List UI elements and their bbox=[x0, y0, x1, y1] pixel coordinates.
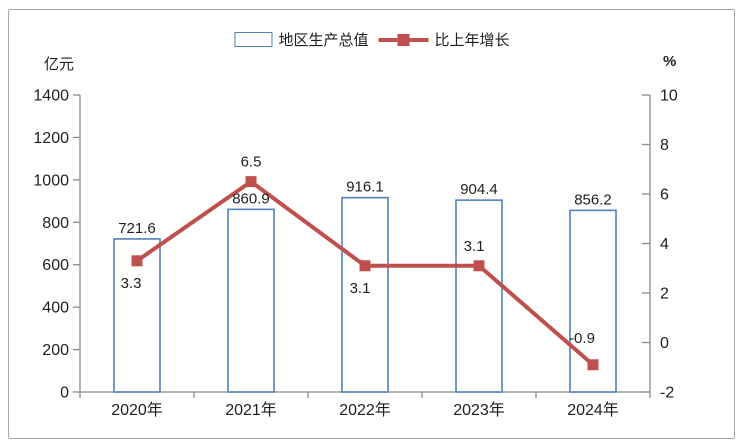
legend-item-bar-series: 地区生产总值 bbox=[234, 29, 369, 50]
bar-value-label: 904.4 bbox=[460, 181, 498, 198]
bar-value-label: 860.9 bbox=[232, 190, 270, 207]
bar-value-label: 856.2 bbox=[574, 191, 612, 208]
bar-value-label: 916.1 bbox=[346, 179, 384, 196]
left-axis-tick-label: 600 bbox=[42, 257, 69, 274]
bar-2023年 bbox=[455, 199, 503, 393]
line-marker-2020年 bbox=[131, 255, 143, 267]
line-value-label: 3.1 bbox=[350, 280, 371, 297]
line-value-label: 6.5 bbox=[241, 154, 262, 171]
x-category-label: 2020年 bbox=[111, 401, 163, 419]
line-marker-2024年 bbox=[587, 359, 599, 371]
legend-line-label: 比上年增长 bbox=[434, 32, 510, 49]
legend-item-line-series: 比上年增长 bbox=[378, 29, 510, 50]
right-axis-tick-label: 8 bbox=[660, 137, 669, 154]
line-marker-2022年 bbox=[359, 260, 371, 272]
left-axis-tick-label: 1400 bbox=[33, 88, 69, 105]
line-value-label: 3.3 bbox=[121, 275, 142, 292]
legend-bar-label: 地区生产总值 bbox=[278, 32, 369, 49]
line-marker-2021年 bbox=[245, 176, 257, 188]
left-axis-tick-label: 1000 bbox=[33, 172, 69, 189]
right-axis-tick-label: 2 bbox=[660, 286, 669, 303]
line-value-label: 3.1 bbox=[464, 238, 485, 255]
bar-2022年 bbox=[341, 196, 389, 393]
right-axis-tick-label: 10 bbox=[660, 88, 678, 105]
x-category-label: 2023年 bbox=[453, 401, 505, 419]
left-axis-tick-label: 800 bbox=[42, 215, 69, 232]
bar-value-label: 721.6 bbox=[118, 220, 156, 237]
right-axis-tick-label: 6 bbox=[660, 187, 669, 204]
right-axis-tick-label: 4 bbox=[660, 236, 669, 253]
line-series-swatch-icon bbox=[378, 33, 429, 46]
line-value-label: -0.9 bbox=[569, 330, 595, 347]
bar-series-swatch-icon bbox=[234, 32, 273, 47]
line-marker-2023年 bbox=[473, 260, 485, 272]
left-axis-tick-label: 0 bbox=[60, 385, 69, 402]
left-axis-tick-label: 200 bbox=[42, 342, 69, 359]
x-category-label: 2021年 bbox=[225, 401, 277, 419]
x-category-label: 2024年 bbox=[567, 401, 619, 419]
left-axis-tick-label: 400 bbox=[42, 300, 69, 317]
chart-legend: 地区生产总值 比上年增长 bbox=[234, 29, 510, 50]
x-category-label: 2022年 bbox=[339, 401, 391, 419]
left-axis-tick-label: 1200 bbox=[33, 130, 69, 147]
right-axis-title: % bbox=[663, 53, 677, 70]
right-axis-tick-label: -2 bbox=[660, 385, 674, 402]
left-axis-title: 亿元 bbox=[44, 56, 75, 73]
right-axis-tick-label: 0 bbox=[660, 335, 669, 352]
bar-2021年 bbox=[227, 208, 275, 393]
line-marker-icon bbox=[397, 33, 410, 46]
